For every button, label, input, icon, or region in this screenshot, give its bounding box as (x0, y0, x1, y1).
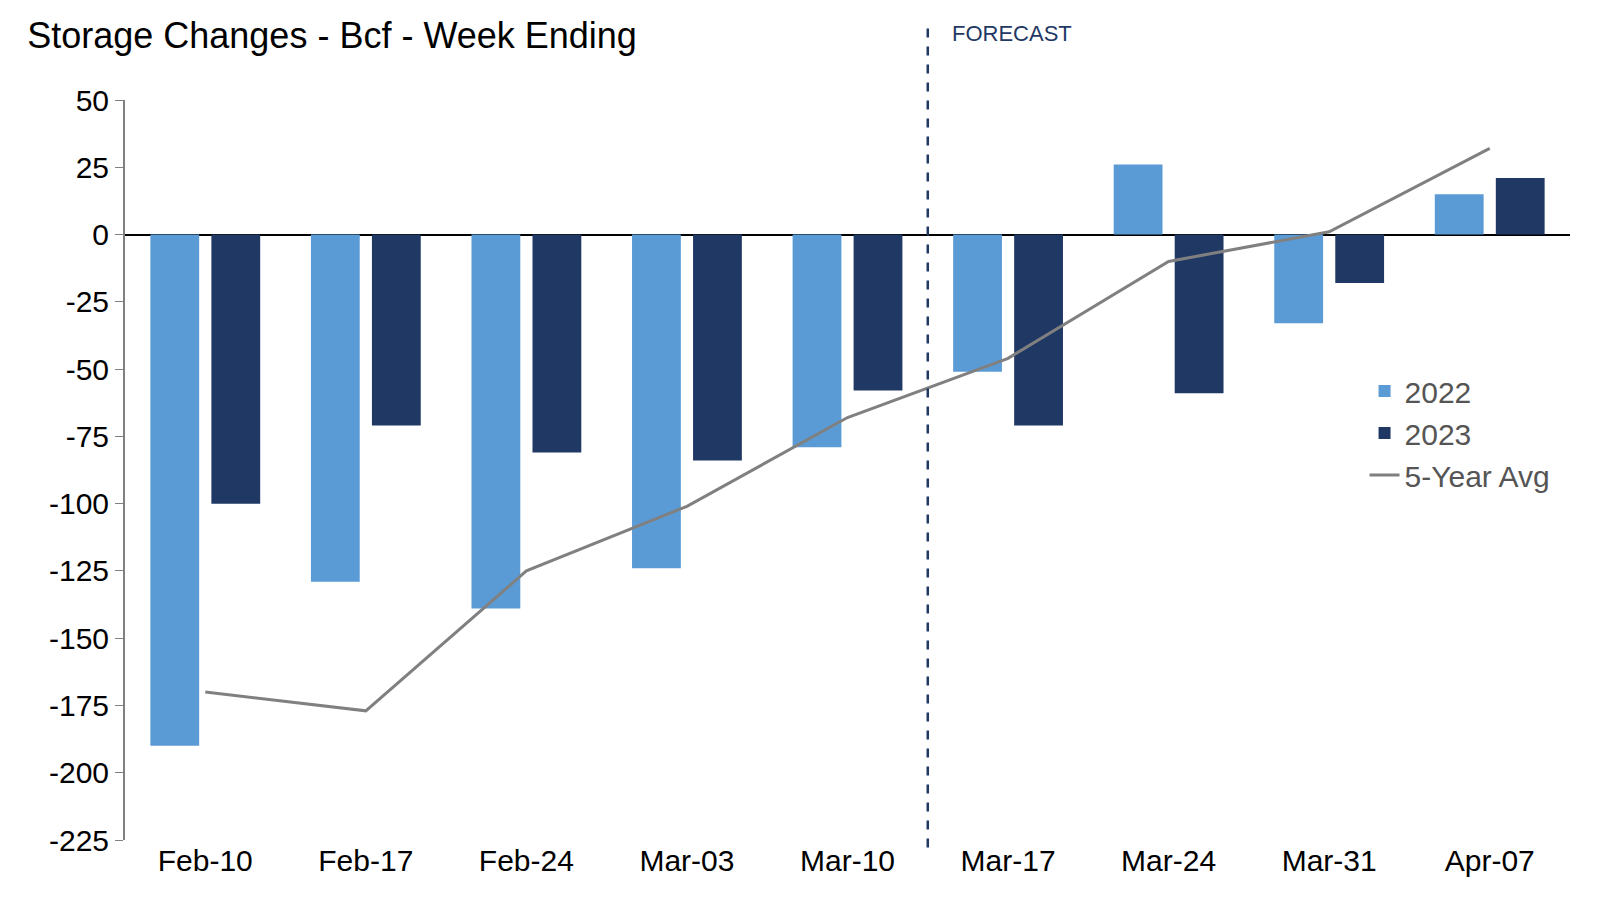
svg-text:Storage Changes - Bcf - Week E: Storage Changes - Bcf - Week Ending (27, 15, 637, 56)
svg-text:-125: -125 (49, 554, 109, 587)
svg-text:25: 25 (76, 151, 109, 184)
svg-text:-175: -175 (49, 689, 109, 722)
svg-text:-50: -50 (66, 353, 109, 386)
svg-text:Mar-31: Mar-31 (1282, 844, 1377, 877)
svg-text:Feb-24: Feb-24 (479, 844, 574, 877)
svg-text:Mar-17: Mar-17 (961, 844, 1056, 877)
svg-text:-75: -75 (66, 420, 109, 453)
svg-text:Feb-10: Feb-10 (158, 844, 253, 877)
svg-text:5-Year Avg: 5-Year Avg (1405, 460, 1550, 493)
svg-text:Apr-07: Apr-07 (1445, 844, 1535, 877)
svg-text:-200: -200 (49, 756, 109, 789)
svg-text:2022: 2022 (1405, 376, 1472, 409)
svg-text:50: 50 (76, 84, 109, 117)
svg-text:-100: -100 (49, 487, 109, 520)
svg-text:FORECAST: FORECAST (952, 21, 1072, 46)
svg-text:0: 0 (92, 218, 109, 251)
svg-text:2023: 2023 (1405, 418, 1472, 451)
svg-text:-25: -25 (66, 285, 109, 318)
svg-text:Feb-17: Feb-17 (318, 844, 413, 877)
svg-text:-150: -150 (49, 622, 109, 655)
svg-text:Mar-03: Mar-03 (639, 844, 734, 877)
svg-text:-225: -225 (49, 824, 109, 857)
svg-text:Mar-24: Mar-24 (1121, 844, 1216, 877)
svg-text:Mar-10: Mar-10 (800, 844, 895, 877)
